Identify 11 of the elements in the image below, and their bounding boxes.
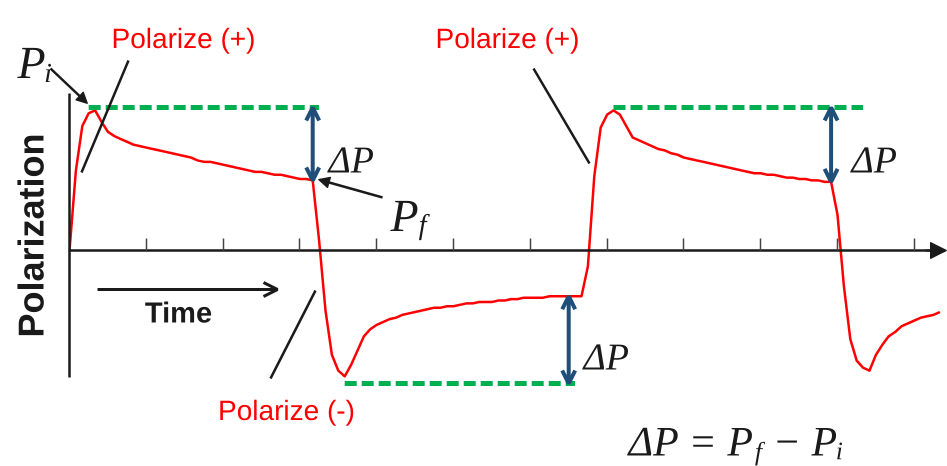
annotation: ΔP [326, 140, 374, 182]
text: Polarize (+) [112, 23, 256, 54]
text: Polarize (-) [218, 395, 355, 426]
y-axis-title: Polarization [10, 133, 52, 338]
text: ΔP = Pf − Pᵢ [626, 420, 844, 466]
x-axis-title: Time [144, 298, 212, 330]
annotation: ΔP [850, 140, 898, 182]
annotation: ΔP [582, 336, 630, 378]
text: Polarize (+) [436, 23, 580, 54]
annotation: Pf [390, 190, 431, 242]
text: Pᵢ [16, 37, 53, 88]
